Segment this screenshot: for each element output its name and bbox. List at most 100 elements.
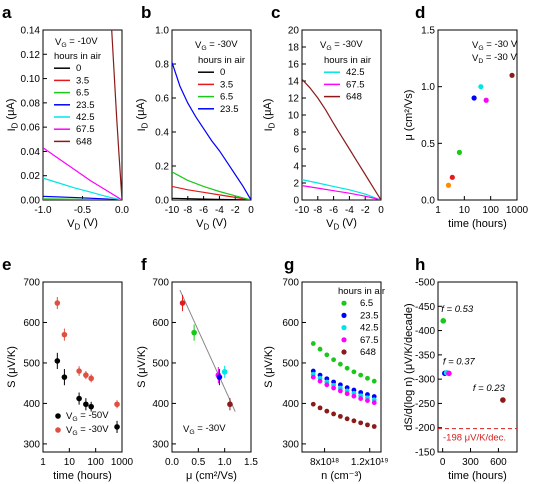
- x-tick-label: 1000: [506, 205, 529, 216]
- y-tick-label: 700: [282, 278, 299, 289]
- data-point: [221, 369, 228, 375]
- data-point: [344, 365, 350, 371]
- data-point: [76, 395, 82, 402]
- y-tick-label: 500: [152, 358, 169, 369]
- x-tick-label: -2: [361, 205, 370, 216]
- x-tick-label: -6: [199, 205, 208, 216]
- legend-label: VG = -30V: [66, 424, 109, 437]
- series-line-0: [172, 197, 251, 200]
- data-point: [191, 329, 197, 336]
- legend-label: 23.5: [220, 104, 239, 115]
- data-point: [324, 352, 330, 358]
- panel-h: 0 300 600 -500 -450 -400 -350 -300 -250 -200 -150 t…: [403, 255, 518, 482]
- y-tick-label: 700: [152, 278, 169, 289]
- y-tick-label: 500: [282, 358, 299, 369]
- x-axis-label: time (hours): [53, 470, 112, 482]
- data-point: [358, 420, 364, 426]
- y-axis-label: ID (μA): [5, 99, 19, 132]
- y-tick-label: 600: [282, 318, 299, 329]
- legend-marker: [341, 300, 347, 306]
- x-tick-label: 0: [440, 457, 446, 468]
- legend-label: 0: [76, 63, 81, 74]
- plot-frame: [171, 281, 252, 453]
- data-point: [61, 374, 68, 380]
- data-point: [216, 374, 223, 380]
- legend-label: 23.5: [76, 100, 95, 111]
- data-point: [337, 413, 343, 419]
- x-tick-label: -4: [215, 205, 224, 216]
- data-point: [331, 411, 336, 417]
- x-tick-label: 100: [87, 457, 104, 468]
- panel-letter: b: [141, 3, 151, 22]
- data-point: [471, 95, 477, 101]
- y-tick-label: 0.8: [155, 60, 169, 71]
- legend-marker: [341, 349, 347, 355]
- data-point: [88, 403, 94, 410]
- x-tick-label: -10: [165, 205, 180, 216]
- y-tick-label: 400: [152, 399, 169, 410]
- x-tick-label: -0.5: [74, 205, 92, 216]
- legend-label: 648: [346, 92, 362, 103]
- x-axis-label: n (cm⁻³): [321, 470, 362, 482]
- data-point: [179, 300, 186, 306]
- data-point: [351, 369, 357, 375]
- data-point: [445, 182, 452, 188]
- data-point: [76, 368, 82, 374]
- series-line-23.5: [172, 62, 251, 200]
- x-tick-label: 0: [378, 205, 384, 216]
- data-point: [371, 378, 377, 384]
- y-axis-label: μ (cm²/Vs): [403, 90, 415, 141]
- data-point: [317, 405, 323, 411]
- data-point: [351, 393, 357, 399]
- y-tick-label: -300: [415, 375, 435, 386]
- x-tick-label: -6: [329, 205, 338, 216]
- legend-label: 67.5: [360, 335, 379, 346]
- data-point: [88, 375, 94, 382]
- gate-voltage-annotation: VG = -30V: [195, 39, 238, 52]
- x-tick-label: 600: [490, 457, 507, 468]
- y-tick-label: 1.5: [421, 26, 435, 37]
- series-line-6.5: [172, 171, 251, 200]
- y-axis-label: S (μV/K): [6, 346, 18, 388]
- legend-label: 67.5: [76, 124, 95, 135]
- data-point: [331, 357, 336, 363]
- data-point: [478, 84, 484, 90]
- data-point: [54, 300, 61, 306]
- legend-label: 3.5: [76, 75, 89, 86]
- y-tick-label: 300: [282, 439, 299, 450]
- legend-label: 6.5: [360, 298, 373, 309]
- series-line-3.5: [172, 185, 251, 200]
- gate-voltage-annotation: VG = -30 V: [472, 39, 518, 52]
- x-tick-label: 8x10¹⁸: [310, 457, 339, 468]
- legend-label: 42.5: [346, 67, 365, 78]
- legend-title: hours in air: [324, 55, 371, 66]
- y-tick-label: 14: [288, 77, 300, 88]
- panel-c: -10 -8 -6 -4 -2 0 0 2 4 6 8 10 12 14 16 18 20 VD (V) ID (μ…: [262, 3, 384, 231]
- y-axis-label: S (μV/K): [263, 346, 275, 388]
- y-tick-label: 500: [23, 358, 40, 369]
- y-tick-label: 10: [288, 111, 300, 122]
- legend-title: hours in air: [338, 286, 385, 297]
- y-tick-label: 300: [152, 439, 169, 450]
- legend-marker: [341, 312, 347, 318]
- panel-letter: d: [415, 3, 425, 22]
- gate-voltage-annotation: VG = -10V: [55, 36, 98, 49]
- plot-frame: [42, 281, 123, 453]
- fraction-label: f = 0.53: [441, 304, 474, 315]
- reference-line-label: -198 μV/K/dec.: [443, 433, 506, 444]
- y-tick-label: 6: [293, 145, 299, 156]
- legend-title: hours in air: [198, 55, 245, 66]
- data-point: [358, 372, 364, 378]
- panel-a: -1.0 -0.5 0.0 0.00 0.02 0.04 0.06 0.08 0.10 0.12 0…: [2, 3, 129, 231]
- x-tick-label: 0.0: [165, 457, 179, 468]
- legend-label: 3.5: [220, 79, 233, 90]
- data-point: [358, 396, 364, 401]
- fraction-label: f = 0.23: [473, 383, 506, 394]
- y-tick-label: 2: [293, 179, 299, 190]
- panel-letter: f: [141, 255, 147, 274]
- data-point: [114, 401, 120, 408]
- y-tick-label: 600: [23, 318, 40, 329]
- panel-e: 1 10 100 1000 300 400 500 600 700 time (hours) S (…: [2, 255, 134, 482]
- data-point: [310, 401, 316, 407]
